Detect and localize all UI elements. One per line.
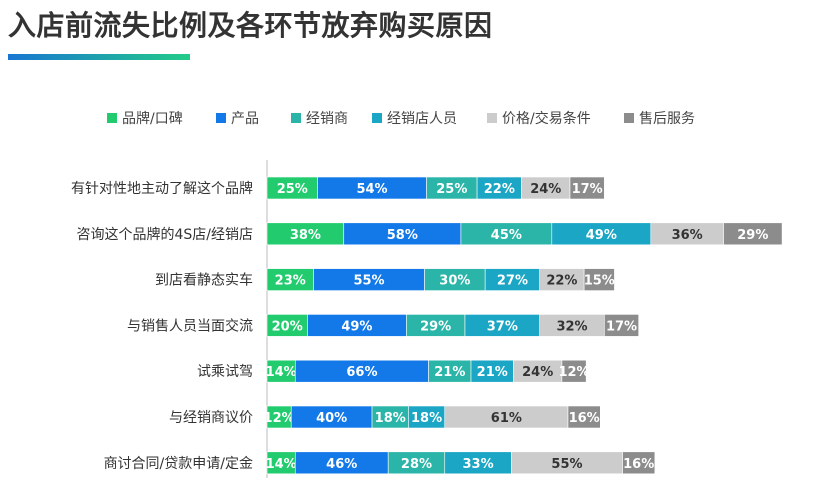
data-label: 25% xyxy=(277,182,308,197)
data-label: 17% xyxy=(606,319,637,334)
data-label: 27% xyxy=(497,274,528,289)
data-label: 23% xyxy=(275,274,306,289)
data-label: 30% xyxy=(439,274,470,289)
legend-label: 经销商 xyxy=(306,111,348,127)
data-label: 16% xyxy=(623,457,654,472)
data-label: 18% xyxy=(411,411,442,426)
data-label: 15% xyxy=(584,274,615,289)
data-label: 55% xyxy=(551,457,582,472)
category-label: 商讨合同/贷款申请/定金 xyxy=(104,456,253,472)
data-label: 12% xyxy=(264,411,295,426)
data-label: 24% xyxy=(530,182,561,197)
legend-swatch xyxy=(372,113,382,123)
data-label: 55% xyxy=(353,274,384,289)
data-label: 49% xyxy=(341,319,372,334)
title-underline xyxy=(8,54,190,60)
data-label: 14% xyxy=(266,457,297,472)
data-label: 12% xyxy=(558,365,589,380)
data-label: 38% xyxy=(290,228,321,243)
data-label: 14% xyxy=(266,365,297,380)
data-label: 54% xyxy=(356,182,387,197)
data-label: 25% xyxy=(436,182,467,197)
category-label: 与经销商议价 xyxy=(169,410,253,426)
data-label: 45% xyxy=(491,228,522,243)
legend-label: 品牌/口碑 xyxy=(122,110,183,127)
bar-segment xyxy=(622,451,656,475)
legend-swatch xyxy=(624,113,634,123)
category-label: 到店看静态实车 xyxy=(155,272,253,289)
legend-label: 产品 xyxy=(231,111,259,127)
bar-segment xyxy=(569,176,605,200)
data-label: 40% xyxy=(316,411,347,426)
category-label: 有针对性地主动了解这个品牌 xyxy=(71,180,253,197)
data-label: 46% xyxy=(326,457,357,472)
legend-label: 价格/交易条件 xyxy=(502,110,591,127)
category-label: 与销售人员当面交流 xyxy=(127,317,253,334)
legend-label: 经销店人员 xyxy=(387,111,457,127)
data-label: 29% xyxy=(737,228,768,243)
data-label: 29% xyxy=(420,319,451,334)
chart-title: 入店前流失比例及各环节放弃购买原因 xyxy=(8,9,493,42)
category-label: 咨询这个品牌的4S店/经销店 xyxy=(76,226,253,243)
data-label: 22% xyxy=(484,182,515,197)
data-label: 20% xyxy=(272,319,303,334)
legend-swatch xyxy=(487,113,497,123)
data-label: 37% xyxy=(487,319,518,334)
data-label: 21% xyxy=(477,365,508,380)
data-label: 21% xyxy=(434,365,465,380)
data-label: 66% xyxy=(346,365,377,380)
data-label: 17% xyxy=(572,182,603,197)
data-label: 36% xyxy=(672,228,703,243)
data-label: 61% xyxy=(491,411,522,426)
data-label: 32% xyxy=(556,319,587,334)
category-label: 试乘试驾 xyxy=(197,364,253,380)
data-label: 24% xyxy=(522,365,553,380)
data-label: 18% xyxy=(375,411,406,426)
data-label: 22% xyxy=(546,274,577,289)
data-label: 16% xyxy=(569,411,600,426)
data-label: 49% xyxy=(586,228,617,243)
bar-segment xyxy=(583,268,615,291)
legend-swatch xyxy=(291,113,301,123)
legend-swatch xyxy=(216,113,226,123)
legend-swatch xyxy=(107,113,117,123)
bar-segment xyxy=(723,222,783,246)
bar-segment xyxy=(561,359,587,383)
legend-label: 售后服务 xyxy=(639,111,695,127)
bar-segment xyxy=(604,314,639,337)
data-label: 28% xyxy=(401,457,432,472)
data-label: 33% xyxy=(463,457,494,472)
data-label: 58% xyxy=(387,228,418,243)
bar-segment xyxy=(567,405,601,429)
